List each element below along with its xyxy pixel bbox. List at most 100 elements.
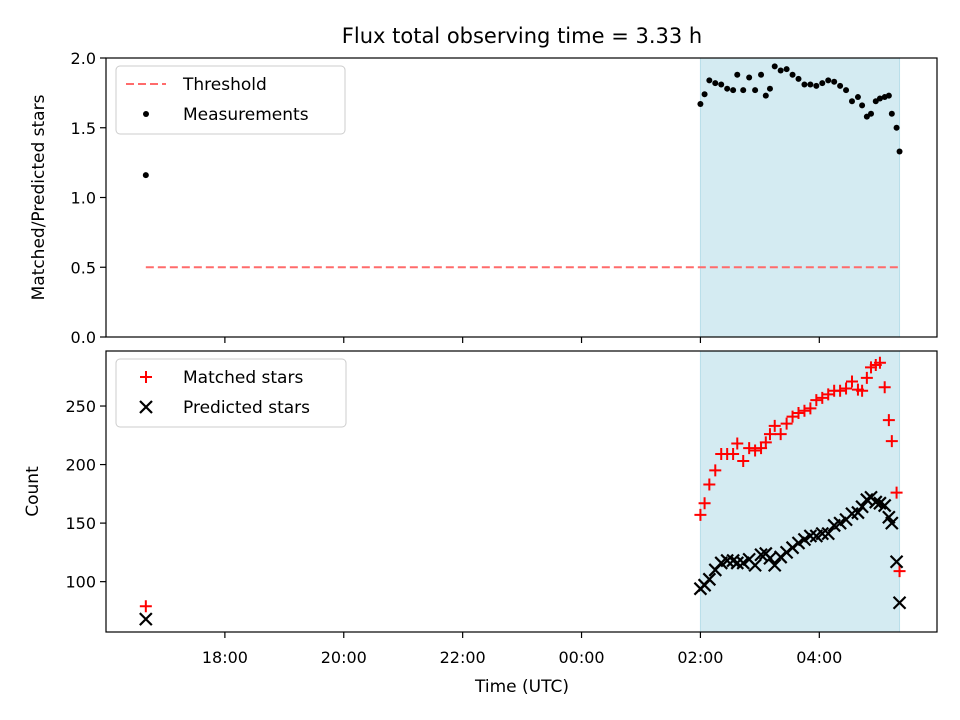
- data-point: [876, 95, 883, 102]
- data-point: [789, 71, 796, 78]
- data-point: [694, 508, 707, 521]
- x-tick-label: 20:00: [321, 648, 367, 667]
- data-point: [825, 77, 832, 84]
- data-point: [139, 612, 153, 626]
- data-point: [777, 67, 784, 74]
- data-point: [848, 98, 855, 105]
- legend-label: Measurements: [183, 105, 309, 125]
- legend-label: Matched stars: [183, 368, 303, 388]
- data-point: [798, 404, 811, 417]
- count-observing-window: [699, 350, 901, 633]
- x-tick-label: 22:00: [440, 648, 486, 667]
- data-point: [766, 85, 773, 92]
- y-tick-label: 150: [65, 514, 96, 533]
- data-point: [720, 553, 734, 568]
- ratio-legend-box: [115, 65, 346, 135]
- chart-title: Flux total observing time = 3.33 h: [342, 24, 702, 48]
- data-point: [810, 394, 823, 407]
- data-point: [821, 526, 835, 541]
- data-point: [763, 428, 776, 441]
- data-point: [804, 402, 817, 415]
- y-tick-label: 1.5: [71, 119, 96, 138]
- data-point: [768, 419, 781, 432]
- legend-predicted-swatch: [139, 400, 153, 414]
- data-point: [885, 435, 898, 448]
- data-point: [142, 172, 149, 179]
- y-tick-label: 200: [65, 456, 96, 475]
- ratio-series-measurements: [142, 63, 900, 179]
- data-point: [893, 565, 906, 578]
- data-point: [754, 547, 768, 562]
- data-point: [792, 407, 805, 420]
- data-point: [896, 148, 903, 155]
- data-point: [743, 442, 756, 455]
- data-point: [815, 526, 830, 541]
- data-point: [730, 556, 745, 570]
- data-point: [752, 87, 759, 94]
- data-point: [758, 71, 765, 78]
- count-legend-box: [115, 358, 347, 428]
- data-point: [807, 81, 814, 88]
- data-point: [767, 558, 782, 573]
- data-point: [877, 498, 892, 513]
- data-point: [885, 92, 892, 99]
- data-point: [868, 110, 875, 117]
- data-point: [727, 448, 740, 461]
- y-tick-label: 0.5: [71, 258, 96, 277]
- y-tick-label: 1.0: [71, 189, 96, 208]
- data-point: [845, 375, 858, 388]
- count-panel: 100 150 200 250 Count Matched stars Predicted …: [23, 350, 938, 638]
- legend-measurements-swatch: [143, 111, 149, 117]
- data-point: [851, 505, 865, 520]
- data-point: [885, 516, 899, 530]
- data-point: [762, 92, 769, 99]
- data-point: [718, 81, 725, 88]
- legend-label: Threshold: [182, 75, 267, 95]
- data-point: [882, 414, 895, 427]
- data-point: [759, 436, 772, 449]
- ratio-observing-window: [699, 57, 901, 338]
- count-axes-frame: [105, 350, 938, 633]
- data-point: [819, 80, 826, 87]
- data-point: [843, 87, 850, 94]
- ratio-panel: 0.0 0.5 1.0 1.5 2.0 Matched/Predicted stars Th…: [29, 49, 938, 347]
- y-tick-label: 250: [65, 397, 96, 416]
- data-point: [780, 417, 793, 430]
- data-point: [774, 428, 787, 441]
- count-series-matched-stars: [139, 356, 906, 613]
- count-y-axis-label: Count: [23, 466, 43, 517]
- data-point: [837, 82, 844, 89]
- data-point: [888, 110, 895, 117]
- count-series-predicted-stars: [139, 490, 907, 626]
- data-point: [834, 384, 847, 397]
- data-point: [873, 356, 886, 369]
- data-point: [831, 78, 838, 85]
- y-tick-label: 2.0: [71, 49, 96, 68]
- data-point: [889, 554, 904, 569]
- x-tick-label: 02:00: [677, 648, 723, 667]
- y-tick-label: 100: [65, 573, 96, 592]
- data-point: [859, 102, 866, 109]
- data-point: [813, 82, 820, 89]
- data-point: [703, 478, 716, 491]
- x-tick-label: 04:00: [796, 648, 842, 667]
- data-point: [748, 558, 762, 573]
- data-point: [890, 486, 903, 499]
- data-point: [771, 63, 778, 70]
- data-point: [860, 371, 873, 384]
- data-point: [749, 444, 762, 457]
- data-point: [139, 600, 152, 613]
- data-point: [892, 595, 907, 610]
- x-axis-label: Time (UTC): [474, 677, 569, 697]
- data-point: [801, 81, 808, 88]
- data-point: [730, 87, 737, 94]
- ratio-series-extra: [896, 148, 903, 155]
- data-point: [709, 464, 722, 477]
- data-point: [878, 381, 891, 394]
- data-point: [706, 77, 713, 84]
- data-point: [698, 497, 711, 510]
- data-point: [701, 91, 708, 98]
- data-point: [697, 101, 704, 108]
- y-tick-label: 0.0: [71, 328, 96, 347]
